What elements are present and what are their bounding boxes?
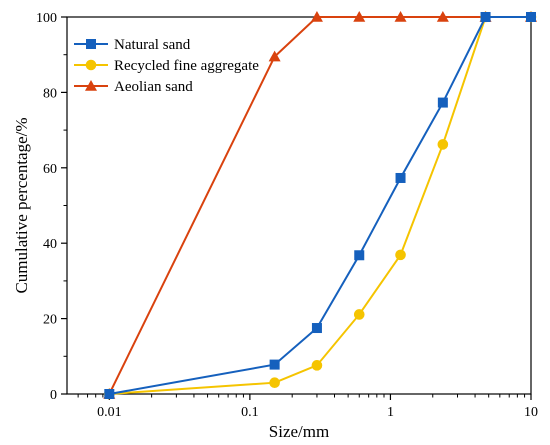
x-axis-title: Size/mm <box>269 422 329 441</box>
legend: Natural sand Recycled fine aggregate Aeoli… <box>74 37 259 95</box>
data-point-triangle <box>85 80 97 91</box>
x-tick-label: 0.01 <box>97 405 122 420</box>
data-point-triangle <box>310 11 323 22</box>
legend-item: Aeolian sand <box>74 79 193 95</box>
series-natural-sand <box>104 12 536 399</box>
data-point-square <box>269 359 280 370</box>
y-tick-label: 60 <box>43 162 57 177</box>
y-axis-title: Cumulative percentage/% <box>12 117 31 293</box>
legend-label: Aeolian sand <box>114 79 193 95</box>
series-line <box>109 16 531 395</box>
data-point-triangle <box>394 11 407 22</box>
x-tick-label: 1 <box>387 405 394 420</box>
legend-item: Natural sand <box>74 37 191 53</box>
y-tick-label: 80 <box>43 86 57 101</box>
legend-label: Natural sand <box>114 37 191 53</box>
y-tick-label: 100 <box>36 11 57 26</box>
data-point-circle <box>311 360 323 371</box>
series-layer <box>103 11 537 400</box>
x-tick-label: 10 <box>524 405 538 420</box>
data-point-square <box>480 12 491 22</box>
data-point-circle <box>269 377 280 388</box>
x-tick-label: 0.1 <box>241 405 259 420</box>
data-point-circle <box>353 309 365 320</box>
data-point-triangle <box>436 11 449 22</box>
data-point-square <box>354 250 365 261</box>
y-tick-label: 40 <box>43 237 57 252</box>
data-point-square <box>86 39 96 49</box>
legend-label: Recycled fine aggregate <box>114 58 259 74</box>
data-point-circle <box>437 139 449 150</box>
data-point-circle <box>85 59 97 71</box>
data-point-triangle <box>268 50 281 62</box>
series-line <box>109 16 531 395</box>
y-tick-label: 0 <box>50 388 57 403</box>
data-point-triangle <box>353 11 366 22</box>
series-line <box>108 16 531 395</box>
data-point-square <box>526 12 536 22</box>
data-point-square <box>311 323 322 334</box>
data-point-square <box>437 97 448 108</box>
data-point-square <box>395 172 406 183</box>
data-point-square <box>104 389 115 399</box>
data-point-circle <box>395 249 406 261</box>
legend-item: Recycled fine aggregate <box>74 58 259 74</box>
y-tick-label: 20 <box>43 313 57 328</box>
